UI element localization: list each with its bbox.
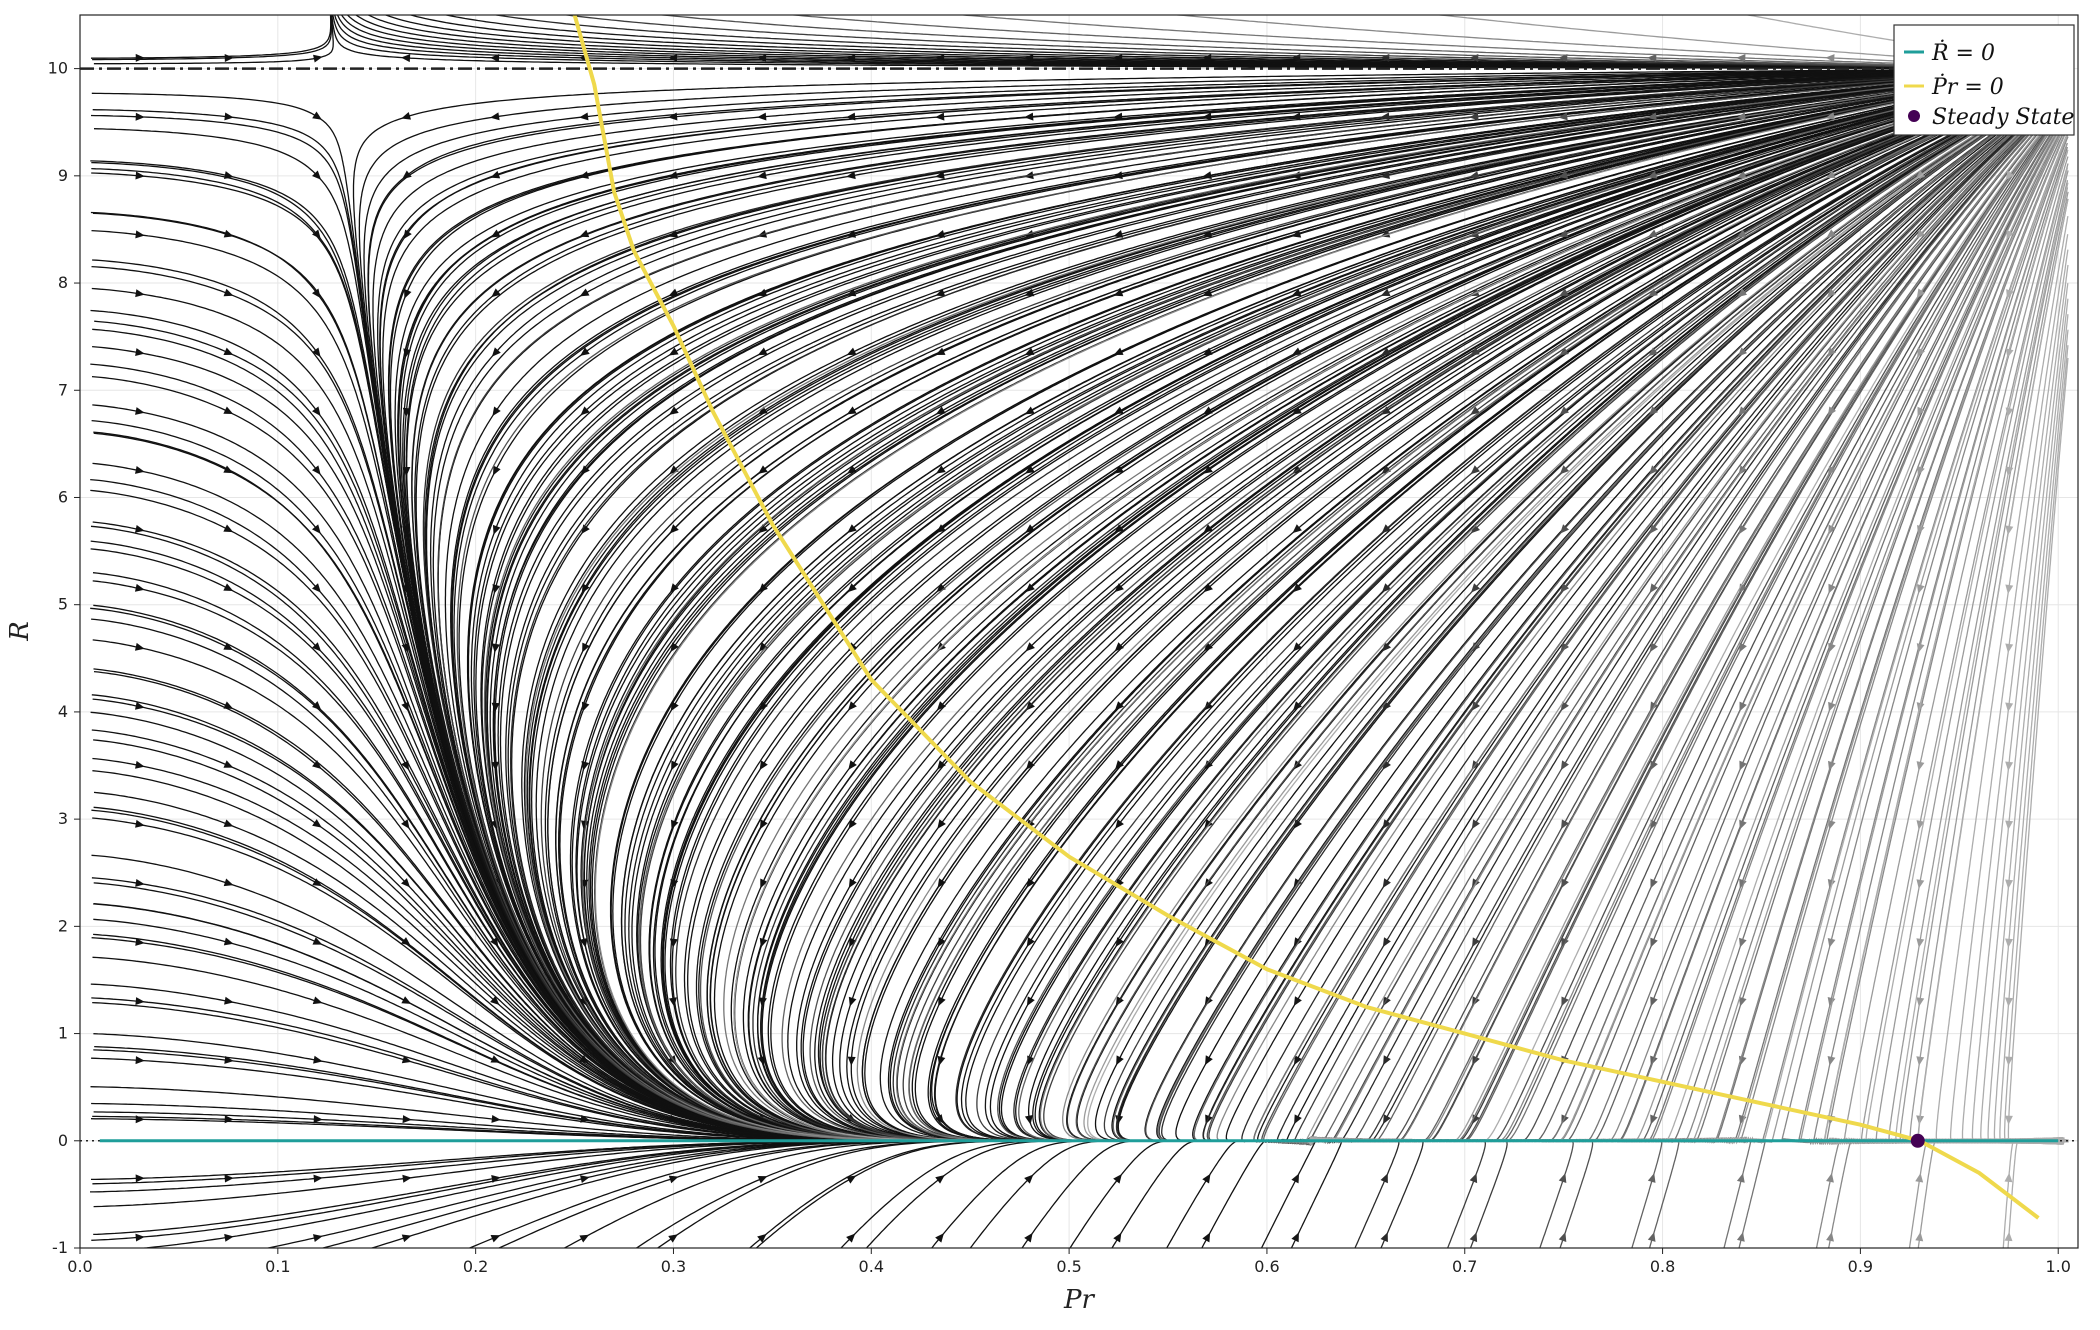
- y-tick-label: 4: [58, 702, 68, 721]
- legend: Ṙ = 0 Ṗr = 0 Steady State: [1894, 25, 2074, 135]
- x-tick-label: 0.5: [1056, 1257, 1081, 1276]
- x-axis-label: Pr: [1063, 1285, 1095, 1315]
- x-tick-label: 0.0: [67, 1257, 92, 1276]
- legend-label-pr-dot: Ṗr = 0: [1931, 73, 2004, 100]
- x-tick-label: 0.7: [1452, 1257, 1477, 1276]
- steady-state-point: [1911, 1134, 1925, 1148]
- x-tick-label: 0.3: [661, 1257, 686, 1276]
- y-tick-label: 10: [48, 59, 68, 78]
- x-tick-label: 0.8: [1650, 1257, 1675, 1276]
- legend-label-steady-state: Steady State: [1932, 105, 2074, 130]
- y-tick-label: 3: [58, 809, 68, 828]
- y-tick-label: 1: [58, 1024, 68, 1043]
- y-axis-label: R: [5, 621, 35, 642]
- x-tick-label: 0.4: [859, 1257, 884, 1276]
- y-tick-label: 5: [58, 595, 68, 614]
- y-tick-label: -1: [52, 1238, 68, 1257]
- y-tick-label: 7: [58, 380, 68, 399]
- legend-label-r-dot: Ṙ = 0: [1931, 39, 1995, 66]
- x-tick-label: 0.1: [265, 1257, 290, 1276]
- y-tick-label: 8: [58, 273, 68, 292]
- y-tick-label: 2: [58, 916, 68, 935]
- legend-swatch-steady-state: [1908, 110, 1920, 122]
- y-tick-label: 0: [58, 1131, 68, 1150]
- x-tick-label: 0.2: [463, 1257, 488, 1276]
- x-tick-label: 1.0: [2045, 1257, 2070, 1276]
- x-tick-label: 0.9: [1848, 1257, 1873, 1276]
- y-tick-label: 9: [58, 166, 68, 185]
- y-tick-label: 6: [58, 487, 68, 506]
- x-tick-label: 0.6: [1254, 1257, 1279, 1276]
